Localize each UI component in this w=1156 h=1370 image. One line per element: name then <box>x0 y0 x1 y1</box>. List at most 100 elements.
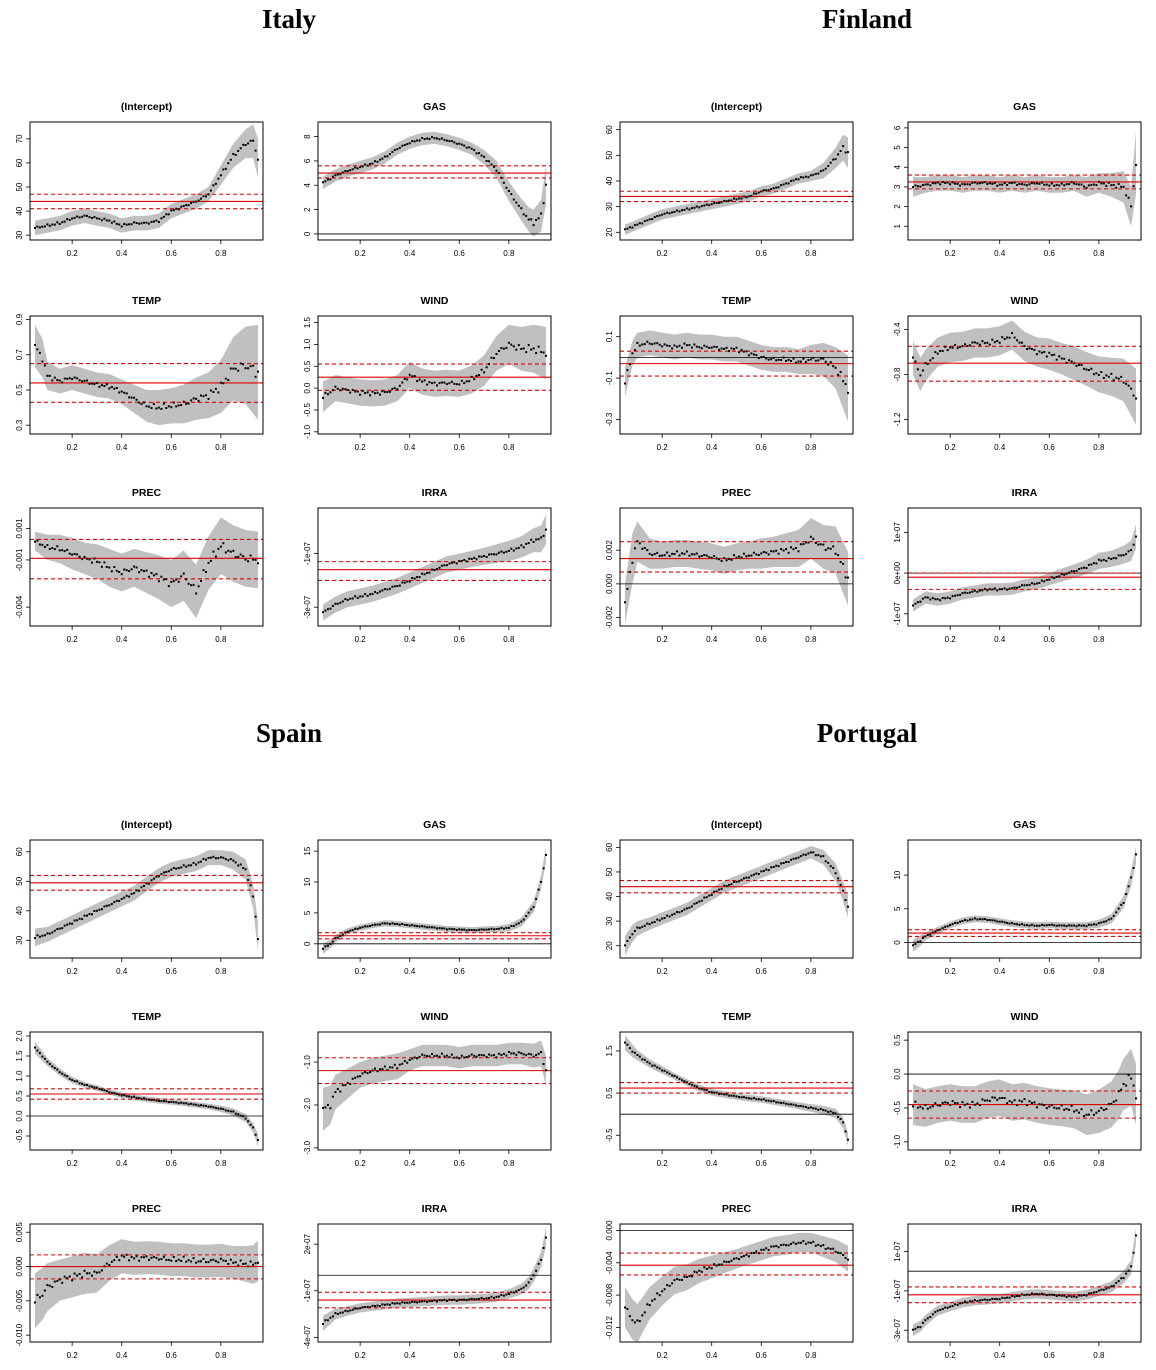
quantile-point <box>924 596 927 599</box>
quantile-point <box>110 903 113 906</box>
quantile-point <box>207 397 210 400</box>
quantile-point <box>1040 181 1043 184</box>
y-tick-label: -1.2 <box>893 412 902 426</box>
quantile-point <box>123 568 126 571</box>
x-tick-label: 0.2 <box>67 443 79 452</box>
quantile-point <box>795 547 797 549</box>
quantile-point <box>1028 183 1031 186</box>
quantile-point <box>663 1288 666 1291</box>
quantile-point <box>653 1064 656 1067</box>
x-tick-label: 0.4 <box>116 249 128 258</box>
x-tick-label: 0.8 <box>1093 443 1105 452</box>
quantile-point <box>423 1300 426 1303</box>
quantile-point <box>326 1103 329 1106</box>
quantile-point <box>463 144 466 147</box>
quantile-point <box>1038 350 1041 353</box>
quantile-point <box>1003 587 1006 590</box>
quantile-point <box>91 382 93 385</box>
quantile-point <box>961 345 964 348</box>
quantile-point <box>207 561 210 564</box>
quantile-point <box>1026 1104 1028 1107</box>
quantile-point <box>735 198 738 201</box>
y-tick-label: 1e-07 <box>893 1241 902 1262</box>
quantile-point <box>914 602 917 605</box>
quantile-point <box>916 368 919 371</box>
quantile-point <box>991 182 994 185</box>
quantile-point <box>725 200 728 203</box>
quantile-point <box>257 158 259 161</box>
quantile-point <box>728 350 731 353</box>
quantile-point <box>105 1090 108 1092</box>
quantile-point <box>364 593 367 596</box>
panel-title: IRRA <box>1012 487 1038 499</box>
quantile-point <box>931 357 934 360</box>
quantile-point <box>418 1300 421 1303</box>
quantile-point <box>331 605 334 607</box>
quantile-point <box>685 1276 688 1279</box>
quantile-point <box>730 883 733 886</box>
quantile-point <box>969 591 971 594</box>
quantile-point <box>66 1277 69 1280</box>
quantile-point <box>455 1299 458 1302</box>
quantile-point <box>78 216 81 219</box>
x-tick-label: 0.8 <box>1093 635 1105 644</box>
quantile-point <box>924 935 927 938</box>
quantile-point <box>1033 348 1036 351</box>
quantile-point <box>648 342 651 345</box>
quantile-point <box>34 1301 36 1304</box>
quantile-point <box>643 220 646 223</box>
quantile-point <box>490 356 493 359</box>
quantile-point <box>747 195 750 198</box>
quantile-point <box>651 1299 654 1302</box>
quantile-point <box>807 176 810 179</box>
quantile-point <box>777 358 780 361</box>
quantile-point <box>1011 1101 1014 1104</box>
quantile-point <box>356 597 359 599</box>
plot-frame <box>317 839 552 959</box>
quantile-point <box>108 1091 111 1094</box>
quantile-point <box>356 390 359 393</box>
quantile-point <box>34 540 36 543</box>
quantile-point <box>331 940 334 943</box>
quantile-point <box>812 1107 815 1110</box>
quantile-point <box>113 566 116 568</box>
quantile-point <box>254 1262 257 1265</box>
quantile-point <box>1110 1285 1113 1288</box>
quantile-point <box>398 1063 401 1066</box>
quantile-point <box>351 597 354 600</box>
quantile-point <box>383 922 386 925</box>
quantile-point <box>336 1313 339 1315</box>
quantile-point <box>41 360 44 363</box>
quantile-point <box>110 221 113 224</box>
quantile-point <box>540 1258 543 1261</box>
x-tick-label: 0.8 <box>805 967 817 976</box>
quantile-point <box>56 545 59 548</box>
quantile-point <box>782 183 785 186</box>
quantile-point <box>495 353 498 355</box>
panel-title: TEMP <box>722 295 751 307</box>
quantile-point <box>222 382 225 385</box>
quantile-point <box>61 1072 64 1075</box>
quantile-point <box>252 364 255 367</box>
quantile-point <box>954 182 957 185</box>
quantile-point <box>455 929 458 931</box>
y-tick-label: -0.5 <box>893 1101 902 1115</box>
quantile-point <box>735 880 738 883</box>
quantile-point <box>847 1258 849 1261</box>
quantile-point <box>641 1058 644 1061</box>
quantile-point <box>530 908 533 911</box>
quantile-point <box>713 345 716 348</box>
quantile-point <box>135 398 138 401</box>
quantile-point <box>150 572 153 574</box>
quantile-point <box>436 384 438 387</box>
quantile-point <box>46 1284 49 1287</box>
quantile-point <box>537 217 540 220</box>
quantile-point <box>98 908 101 911</box>
quantile-point <box>326 944 329 947</box>
quantile-point <box>703 1266 706 1269</box>
quantile-point <box>715 557 718 560</box>
quantile-point <box>1120 1088 1123 1091</box>
quantile-point <box>792 1241 795 1244</box>
